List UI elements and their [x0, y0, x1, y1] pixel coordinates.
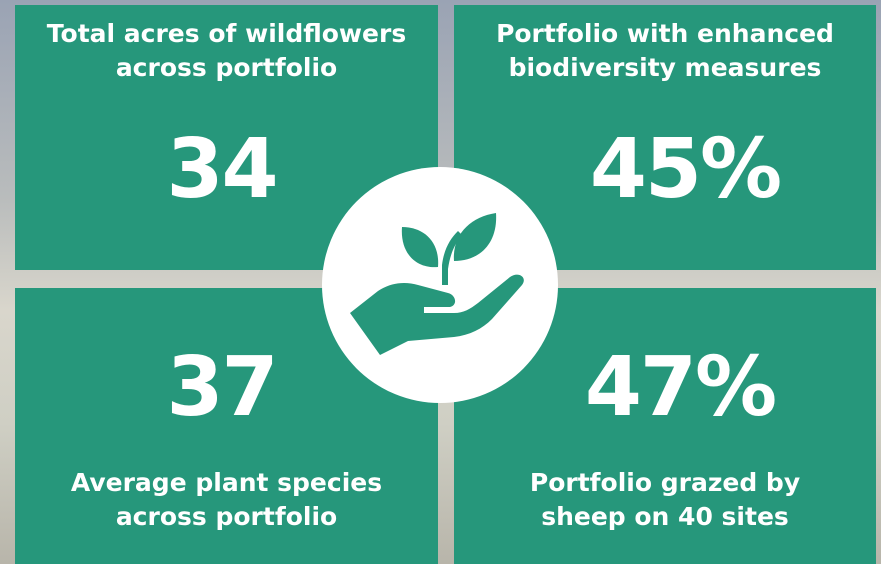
stat-label: Portfolio grazed by sheep on 40 sites: [454, 466, 876, 534]
icon-badge: [320, 165, 560, 405]
label-line: Portfolio with enhanced: [454, 17, 876, 51]
label-line: sheep on 40 sites: [454, 500, 876, 534]
label-line: across portfolio: [15, 500, 438, 534]
label-line: biodiversity measures: [454, 51, 876, 85]
label-line: Total acres of wildflowers: [15, 17, 438, 51]
label-line: Average plant species: [15, 466, 438, 500]
stat-label: Average plant species across portfolio: [15, 466, 438, 534]
label-line: Portfolio grazed by: [454, 466, 876, 500]
stat-label: Total acres of wildflowers across portfo…: [15, 17, 438, 85]
badge-circle: [322, 167, 558, 403]
page: Total acres of wildflowers across portfo…: [0, 0, 881, 564]
stat-label: Portfolio with enhanced biodiversity mea…: [454, 17, 876, 85]
label-line: across portfolio: [15, 51, 438, 85]
